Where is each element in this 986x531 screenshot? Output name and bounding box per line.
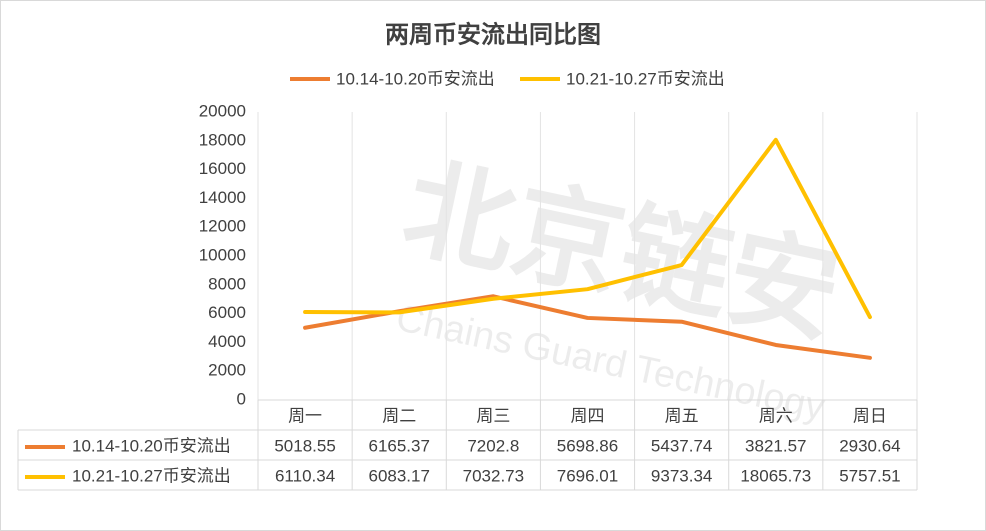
table-value: 6083.17: [368, 466, 429, 485]
table-value: 6110.34: [275, 466, 335, 485]
table-value: 7202.8: [467, 436, 519, 455]
y-tick-label: 4000: [208, 332, 246, 351]
legend-label: 10.21-10.27币安流出: [566, 69, 725, 88]
chart-title: 两周币安流出同比图: [385, 20, 601, 48]
y-tick-label: 16000: [199, 159, 246, 178]
table-series-label: 10.21-10.27币安流出: [72, 466, 231, 485]
table-value: 3821.57: [745, 436, 806, 455]
y-tick-label: 8000: [208, 274, 246, 293]
x-tick-label: 周日: [853, 406, 887, 425]
table-value: 5018.55: [274, 436, 335, 455]
x-tick-label: 周一: [288, 406, 322, 425]
y-tick-label: 12000: [199, 217, 246, 236]
series-line: [303, 137, 872, 320]
table-value: 5757.51: [839, 466, 900, 485]
x-tick-label: 周二: [382, 406, 416, 425]
table-value: 5437.74: [651, 436, 712, 455]
table-value: 9373.34: [651, 466, 712, 485]
y-tick-label: 6000: [208, 303, 246, 322]
table-series-label: 10.14-10.20币安流出: [72, 436, 231, 455]
table-value: 7032.73: [463, 466, 524, 485]
table-value: 7696.01: [557, 466, 618, 485]
y-tick-label: 20000: [199, 101, 246, 120]
y-tick-label: 14000: [199, 188, 246, 207]
y-tick-label: 18000: [199, 130, 246, 149]
legend-label: 10.14-10.20币安流出: [336, 69, 495, 88]
table-value: 5698.86: [557, 436, 618, 455]
table-value: 6165.37: [368, 436, 429, 455]
table-value: 18065.73: [740, 466, 811, 485]
y-tick-label: 0: [237, 389, 246, 408]
x-tick-label: 周六: [759, 406, 793, 425]
table-value: 2930.64: [839, 436, 900, 455]
x-tick-label: 周四: [571, 406, 605, 425]
y-tick-label: 10000: [199, 245, 246, 264]
y-tick-label: 2000: [208, 361, 246, 380]
x-tick-label: 周五: [665, 406, 699, 425]
x-tick-label: 周三: [476, 406, 510, 425]
